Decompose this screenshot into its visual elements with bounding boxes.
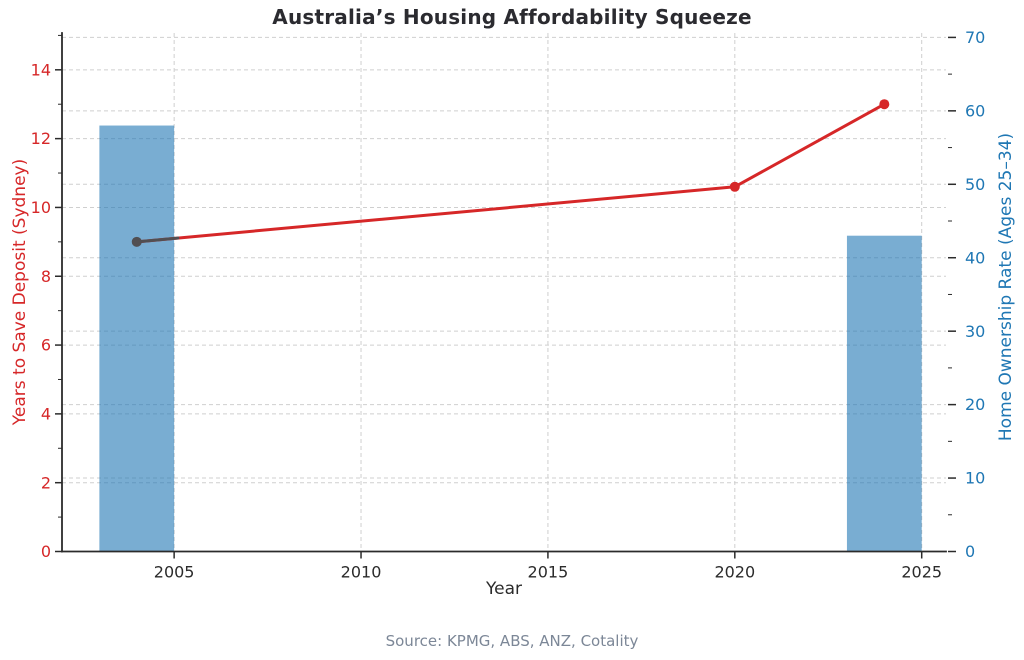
left-tick-label: 4 xyxy=(41,404,51,423)
data-point-marker xyxy=(131,236,142,247)
right-tick-label: 50 xyxy=(965,175,985,194)
left-tick-label: 6 xyxy=(41,336,51,355)
right-axis-label: Home Ownership Rate (Ages 25–34) xyxy=(996,132,1016,442)
right-tick-label: 10 xyxy=(965,469,985,488)
left-tick-label: 2 xyxy=(41,473,51,492)
right-tick-label: 70 xyxy=(965,28,985,47)
x-tick-label: 2020 xyxy=(714,563,755,582)
source-caption: Source: KPMG, ABS, ANZ, Cotality xyxy=(385,632,639,650)
left-tick-label: 8 xyxy=(41,267,51,286)
right-tick-label: 20 xyxy=(965,395,985,414)
right-tick-label: 60 xyxy=(965,101,985,120)
data-point-marker xyxy=(879,99,890,110)
left-tick-label: 12 xyxy=(31,129,51,148)
bar-2004 xyxy=(99,125,175,552)
trend-line xyxy=(135,102,886,244)
left-axis-label: Years to Save Deposit (Sydney) xyxy=(10,158,30,426)
x-tick-label: 2005 xyxy=(154,563,195,582)
bar-2024 xyxy=(846,235,922,552)
x-tick-label: 2025 xyxy=(901,563,942,582)
x-tick-label: 2010 xyxy=(341,563,382,582)
left-tick-label: 14 xyxy=(31,60,51,79)
data-point-marker xyxy=(729,181,740,192)
x-tick-label: 2015 xyxy=(528,563,569,582)
x-axis-label: Year xyxy=(486,579,522,599)
right-tick-label: 0 xyxy=(965,542,975,561)
left-tick-label: 0 xyxy=(41,542,51,561)
trend-line-muted-segment xyxy=(135,236,180,244)
chart-title: Australia’s Housing Affordability Squeez… xyxy=(272,5,752,29)
left-tick-label: 10 xyxy=(31,198,51,217)
right-tick-label: 40 xyxy=(965,248,985,267)
right-tick-label: 30 xyxy=(965,322,985,341)
